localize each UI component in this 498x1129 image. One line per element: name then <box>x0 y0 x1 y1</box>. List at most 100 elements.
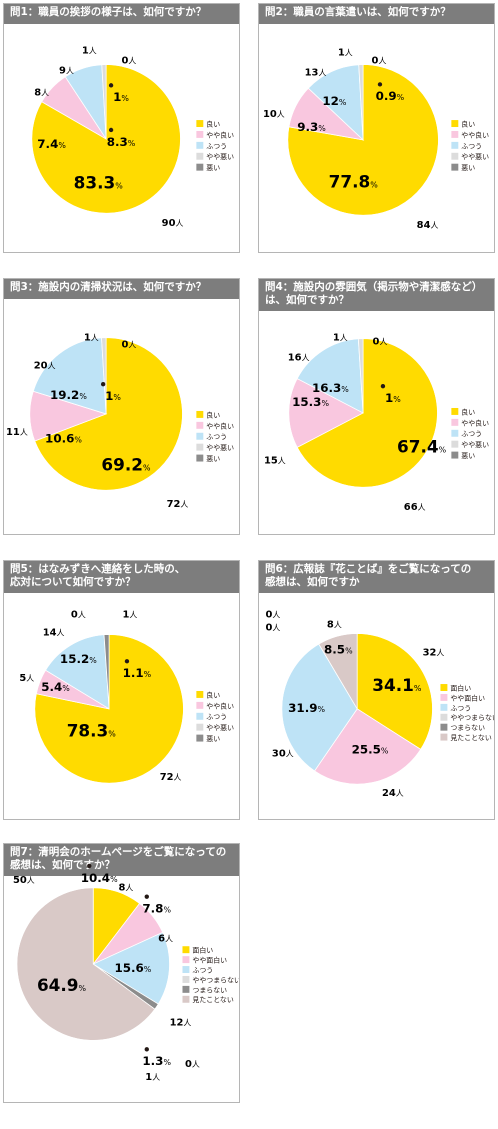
legend-label: 良い <box>206 410 220 419</box>
slice-percent-label: 12% <box>322 94 347 108</box>
slice-percent-label: 77.8% <box>329 171 379 191</box>
slice-count-label: 90人 <box>162 218 184 229</box>
legend-label: ふつう <box>206 433 227 441</box>
legend-swatch <box>196 130 204 138</box>
legend-label: 良い <box>461 120 475 129</box>
legend-swatch <box>182 956 190 964</box>
legend-label: ふつう <box>461 142 482 150</box>
legend-label: つまらない <box>192 986 227 994</box>
pie-chart-q2: 77.8% 84人 9.3% 10人 12% 13人 0.9% 1人 0人良いやや良いふつうやや… <box>263 48 489 232</box>
slice-count-label: 13人 <box>305 67 327 78</box>
legend-swatch <box>196 701 204 709</box>
slice-percent-label: 7.4% <box>37 137 66 151</box>
pie-outline <box>281 633 433 785</box>
slice-percent-label: 0.9% <box>376 89 405 103</box>
legend-swatch <box>440 723 448 731</box>
slice-count-label: 10人 <box>263 109 285 120</box>
chart-panel-q3: 問3：施設内の清掃状況は、如何ですか？ 69.2% 72人 10.6% 11人 19.2… <box>3 278 240 535</box>
legend-swatch <box>440 684 448 691</box>
slice-percent-label: 1% <box>113 90 129 104</box>
legend-label: やや良い <box>461 130 489 139</box>
chart-panel-q4: 問4：施設内の雰囲気（掲示物や清潔感など） は、如何ですか？ 67.4% 66人 1… <box>258 278 495 535</box>
legend-swatch <box>196 421 204 429</box>
legend-label: 悪い <box>206 164 220 172</box>
slice-percent-label: 1.3% <box>142 1054 171 1068</box>
chart-title: 問3：施設内の清掃状況は、如何ですか？ <box>4 279 239 299</box>
legend-label: ふつう <box>450 704 471 712</box>
legend-label: ふつう <box>192 967 213 975</box>
slice-count-label: 1人 <box>338 48 353 59</box>
legend-swatch <box>196 443 204 451</box>
slice-percent-label: 1% <box>385 391 401 405</box>
slice-count-label: 0人 <box>185 1059 200 1070</box>
chart-panel-q6: 問6：広報誌『花ことば』をご覧になっての 感想は、如何ですか 34.1% 32人 2… <box>258 560 495 820</box>
slice-count-label: 6人 <box>158 933 173 944</box>
legend-label: 見たことない <box>192 996 233 1004</box>
slice-percent-label: 15.6% <box>114 961 151 975</box>
slice-count-label: 0人 <box>372 56 387 67</box>
legend-label: やや面白い <box>450 693 485 702</box>
legend-label: やや良い <box>461 418 489 427</box>
legend-label: 悪い <box>461 452 475 460</box>
legend-label: 面白い <box>192 946 213 955</box>
slice-percent-label: 67.4% <box>397 437 447 457</box>
slice-percent-label: 7.8% <box>142 902 171 916</box>
legend-swatch <box>196 690 204 698</box>
leader-dot <box>380 383 386 389</box>
legend-label: ややつまらない <box>192 976 239 984</box>
legend-label: やや面白い <box>192 956 227 965</box>
slice-count-label: 14人 <box>43 627 65 638</box>
legend-swatch <box>440 693 448 701</box>
legend-label: 良い <box>206 120 220 129</box>
pie-outline <box>16 887 170 1041</box>
legend-swatch <box>182 995 190 1003</box>
pie-outline <box>31 64 181 214</box>
legend-label: ふつう <box>206 142 227 150</box>
slice-count-label: 0人 <box>265 623 280 634</box>
slice-count-label: 8人 <box>119 883 134 894</box>
slice-percent-label: 1.1% <box>123 666 152 680</box>
legend-label: 面白い <box>450 683 471 692</box>
leader-dot <box>377 82 383 87</box>
slice-count-label: 5人 <box>19 673 34 684</box>
legend-label: やや良い <box>206 421 234 430</box>
leader-dot <box>124 659 130 664</box>
legend-label: やや悪い <box>461 153 489 161</box>
slice-percent-label: 31.9% <box>288 701 325 715</box>
legend-swatch <box>196 141 204 149</box>
slice-percent-label: 1% <box>105 389 121 403</box>
legend-swatch <box>451 418 459 426</box>
legend-label: やや良い <box>206 701 234 710</box>
legend-swatch <box>196 454 204 462</box>
pie-chart-q1: 83.3% 90人 7.4% 8人 8.3% 9人 1% 1人 0人良いやや良いふつうやや悪い悪… <box>31 46 234 229</box>
legend-swatch <box>196 152 204 160</box>
legend-swatch <box>182 966 190 973</box>
slice-percent-label: 69.2% <box>101 454 151 474</box>
slice-count-label: 66人 <box>404 502 426 513</box>
slice-count-label: 1人 <box>84 333 99 344</box>
slice-percent-label: 25.5% <box>352 742 389 756</box>
pie-outline <box>287 64 439 216</box>
chart-title: 問1：職員の挨拶の様子は、如何ですか？ <box>4 4 239 24</box>
legend-swatch <box>451 407 459 415</box>
slice-count-label: 15人 <box>264 456 286 467</box>
legend-swatch <box>451 141 459 149</box>
slice-count-label: 1人 <box>333 333 348 344</box>
legend-label: つまらない <box>450 724 485 732</box>
slice-percent-label: 9.3% <box>297 120 326 134</box>
slice-count-label: 9人 <box>59 65 74 76</box>
pie-chart-q4: 67.4% 66人 15.3% 15人 16.3% 16人 1% 1人 0人良いやや良いふつうや… <box>264 333 489 514</box>
legend-swatch <box>451 120 459 128</box>
slice-count-label: 24人 <box>382 788 404 799</box>
leader-dot <box>87 863 92 869</box>
legend-label: やや悪い <box>206 724 234 732</box>
pie-chart-q3: 69.2% 72人 10.6% 11人 19.2% 20人 1% 1人 0人良いやや良いふつうや… <box>6 333 234 511</box>
legend-swatch <box>196 734 204 742</box>
pie-chart-q5: 78.3% 72人 5.4% 5人 15.2% 14人 0人 1.1% 1人良いやや良いふつうや… <box>19 610 234 784</box>
legend-swatch <box>440 703 448 711</box>
slice-percent-label: 8.3% <box>107 135 136 149</box>
slice-percent-label: 5.4% <box>41 680 70 694</box>
pie-outline <box>34 634 184 784</box>
legend-label: 見たことない <box>450 734 491 742</box>
legend-label: ややつまらない <box>450 714 494 722</box>
